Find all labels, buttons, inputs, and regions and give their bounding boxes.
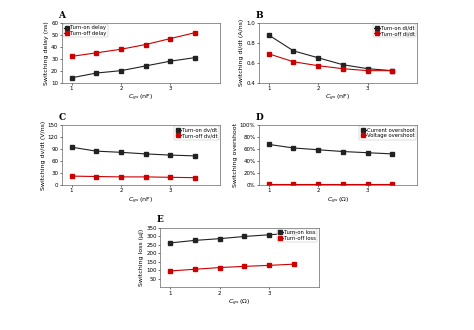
- Turn-on di/dt: [315, 56, 321, 60]
- Turn-off delay: [143, 43, 148, 47]
- Turn-on dv/dt: [192, 154, 198, 158]
- Turn-on loss: [291, 231, 297, 235]
- Turn-off loss: [266, 263, 272, 267]
- Turn-on delay: [93, 71, 99, 75]
- Legend: Turn-on dv/dt, Turn-off dv/dt: Turn-on dv/dt, Turn-off dv/dt: [174, 126, 219, 140]
- Turn-off delay: [93, 51, 99, 55]
- Turn-off di/dt: [291, 60, 296, 64]
- Current overshoot: [291, 146, 296, 150]
- Line: Turn-off dv/dt: Turn-off dv/dt: [70, 175, 197, 179]
- Turn-on loss: [241, 235, 247, 239]
- Legend: Turn-on delay, Turn-off delay: Turn-on delay, Turn-off delay: [63, 24, 108, 37]
- Current overshoot: [315, 148, 321, 152]
- Turn-on di/dt: [390, 69, 395, 73]
- Legend: Current overshoot, Voltage overshoot: Current overshoot, Voltage overshoot: [359, 126, 416, 140]
- Legend: Turn-on loss, Turn-off loss: Turn-on loss, Turn-off loss: [276, 229, 318, 242]
- Line: Turn-off di/dt: Turn-off di/dt: [267, 52, 394, 72]
- Voltage overshoot: [340, 182, 346, 185]
- Turn-on dv/dt: [93, 149, 99, 153]
- Y-axis label: Switching delay (ns): Switching delay (ns): [44, 21, 49, 85]
- Line: Turn-on di/dt: Turn-on di/dt: [267, 33, 394, 72]
- Current overshoot: [365, 151, 371, 155]
- Line: Turn-on loss: Turn-on loss: [169, 232, 295, 245]
- Turn-off loss: [241, 264, 247, 268]
- Line: Turn-on dv/dt: Turn-on dv/dt: [70, 146, 197, 157]
- Voltage overshoot: [315, 182, 321, 185]
- Text: C: C: [58, 113, 65, 122]
- Turn-on dv/dt: [168, 153, 173, 157]
- Y-axis label: Switching di/dt (A/ns): Switching di/dt (A/ns): [239, 19, 245, 86]
- X-axis label: $C_{gs}$ ($\Omega$): $C_{gs}$ ($\Omega$): [228, 298, 251, 308]
- Turn-on dv/dt: [69, 145, 74, 149]
- Line: Turn-off delay: Turn-off delay: [70, 31, 197, 58]
- Y-axis label: Switching overshoot: Switching overshoot: [233, 123, 237, 187]
- Turn-on dv/dt: [143, 152, 148, 156]
- Turn-on delay: [168, 59, 173, 63]
- Turn-off dv/dt: [192, 176, 198, 180]
- Turn-on di/dt: [365, 67, 371, 71]
- Turn-off di/dt: [266, 52, 272, 56]
- Turn-off dv/dt: [69, 174, 74, 178]
- Turn-off di/dt: [365, 69, 371, 73]
- Line: Current overshoot: Current overshoot: [267, 143, 394, 155]
- Text: B: B: [255, 11, 263, 19]
- Line: Voltage overshoot: Voltage overshoot: [267, 182, 394, 185]
- X-axis label: $C_{gs}$ ($\Omega$): $C_{gs}$ ($\Omega$): [327, 195, 349, 206]
- Legend: Turn-on di/dt, Turn-off di/dt: Turn-on di/dt, Turn-off di/dt: [373, 24, 416, 37]
- Y-axis label: Switching dv/dt (V/ns): Switching dv/dt (V/ns): [41, 120, 46, 190]
- Text: E: E: [157, 215, 164, 224]
- Turn-on loss: [167, 241, 173, 245]
- Voltage overshoot: [365, 182, 371, 185]
- Turn-off dv/dt: [93, 175, 99, 179]
- Turn-off dv/dt: [168, 175, 173, 179]
- Y-axis label: Switching loss (μJ): Switching loss (μJ): [139, 229, 144, 286]
- Text: A: A: [58, 11, 65, 19]
- X-axis label: $C_{gs}$ (nF): $C_{gs}$ (nF): [325, 93, 351, 103]
- Turn-on di/dt: [340, 63, 346, 67]
- Turn-off loss: [167, 269, 173, 273]
- Turn-off di/dt: [390, 69, 395, 73]
- Current overshoot: [266, 143, 272, 147]
- Turn-on loss: [192, 238, 198, 242]
- Current overshoot: [390, 152, 395, 156]
- Turn-on loss: [217, 237, 222, 241]
- Voltage overshoot: [291, 182, 296, 185]
- Turn-on delay: [143, 64, 148, 68]
- Turn-on di/dt: [266, 33, 272, 37]
- Turn-on dv/dt: [118, 150, 124, 154]
- Turn-off di/dt: [315, 64, 321, 68]
- Turn-on di/dt: [291, 49, 296, 53]
- Turn-on delay: [118, 69, 124, 73]
- X-axis label: $C_{gs}$ (nF): $C_{gs}$ (nF): [128, 195, 154, 206]
- Turn-off dv/dt: [118, 175, 124, 179]
- Text: D: D: [255, 113, 264, 122]
- Turn-off loss: [192, 267, 198, 271]
- Turn-off delay: [69, 54, 74, 58]
- Turn-on delay: [69, 76, 74, 80]
- Turn-off delay: [192, 31, 198, 35]
- Line: Turn-on delay: Turn-on delay: [70, 56, 197, 79]
- Turn-off delay: [168, 37, 173, 41]
- Turn-off delay: [118, 47, 124, 51]
- Turn-off loss: [291, 262, 297, 266]
- Turn-off dv/dt: [143, 175, 148, 179]
- Turn-on loss: [266, 233, 272, 237]
- Turn-off loss: [217, 266, 222, 270]
- Turn-on delay: [192, 56, 198, 60]
- Line: Turn-off loss: Turn-off loss: [169, 263, 295, 273]
- X-axis label: $C_{gs}$ (nF): $C_{gs}$ (nF): [128, 93, 154, 103]
- Current overshoot: [340, 149, 346, 153]
- Voltage overshoot: [266, 182, 272, 185]
- Voltage overshoot: [390, 182, 395, 185]
- Turn-off di/dt: [340, 67, 346, 71]
